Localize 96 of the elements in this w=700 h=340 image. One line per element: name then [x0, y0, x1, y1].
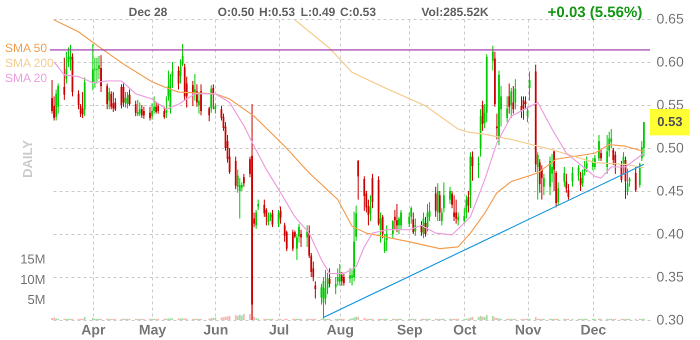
candlestick [572, 166, 574, 188]
candlestick [624, 156, 626, 200]
candlestick [594, 154, 596, 170]
y-tick-label: 0.60 [656, 54, 684, 70]
x-tick-label: Dec [580, 322, 606, 338]
candlestick [626, 168, 628, 196]
x-tick-label: Sep [396, 322, 423, 338]
candlestick [422, 212, 424, 239]
text: H:0.53 [258, 5, 296, 19]
text: O:0.50 [218, 5, 255, 19]
candlestick [272, 209, 274, 228]
text: Dec 28 [128, 5, 168, 19]
candlestick [426, 203, 428, 232]
y-tick-label: 0.40 [656, 226, 684, 242]
series-label: SMA 50 [5, 41, 48, 55]
series-label: SMA 20 [5, 71, 48, 85]
candlestick [255, 209, 258, 230]
candlestick [506, 96, 508, 123]
candlestick [592, 158, 594, 171]
candlestick [98, 55, 100, 80]
y2-tick-label: 15M [20, 251, 46, 266]
candlestick [478, 156, 480, 179]
candlestick [600, 149, 602, 162]
candlestick [496, 113, 498, 140]
y-tick-label: 0.50 [656, 140, 684, 156]
y-tick-label: 0.35 [656, 268, 684, 284]
x-tick-label: Jun [203, 322, 228, 338]
candlestick [292, 229, 294, 252]
candlestick [200, 84, 202, 116]
candlestick [242, 173, 245, 188]
x-tick-label: Apr [81, 322, 106, 338]
candlestick [342, 272, 345, 286]
candlestick [580, 172, 582, 192]
text: C:0.53 [340, 5, 376, 19]
annotation: +0.03 (5.56%) [548, 4, 642, 21]
candlestick [100, 54, 102, 93]
candlestick [198, 92, 200, 114]
candlestick [196, 84, 198, 108]
candlestick [300, 229, 302, 248]
candlestick [392, 220, 394, 239]
candlestick [349, 268, 351, 284]
x-tick-label: Jul [268, 322, 290, 338]
candlestick [370, 194, 372, 222]
candlestick [420, 220, 422, 236]
candlestick [522, 96, 524, 120]
candlestick [467, 190, 470, 213]
text: SMA 200 [5, 56, 54, 70]
candlestick [126, 92, 128, 109]
candlestick [400, 209, 402, 230]
candlestick [472, 150, 474, 182]
candlestick [424, 216, 426, 238]
candlestick [106, 83, 108, 110]
y-tick-label: 0.65 [656, 10, 684, 26]
candlestick [453, 194, 455, 222]
y-tick-label: 0.30 [656, 312, 684, 328]
candlestick [606, 134, 608, 174]
x-tick-label: Oct [453, 322, 477, 338]
candlestick [455, 199, 458, 224]
candlestick [328, 268, 330, 288]
candlestick [520, 96, 522, 118]
candlestick [380, 212, 382, 244]
text: L:0.49 [300, 5, 336, 19]
candlestick [92, 43, 94, 91]
line-series [53, 61, 644, 274]
candlestick [70, 44, 72, 72]
candlestick [124, 92, 126, 108]
candlestick [142, 106, 145, 120]
y2-tick-label: 10M [20, 272, 46, 287]
candlestick [306, 224, 308, 248]
annotation: 0.53 [657, 114, 683, 130]
y-tick-label: 0.45 [656, 182, 684, 198]
x-tick-label: Nov [514, 322, 542, 338]
candlestick [128, 89, 130, 106]
candlestick [598, 134, 600, 162]
x-tick-label: Aug [326, 322, 354, 338]
x-tick-label: May [138, 322, 166, 338]
candlestick [155, 102, 158, 114]
candlestick [267, 212, 270, 226]
candlestick [122, 83, 124, 108]
candlestick [192, 80, 194, 106]
candlestick [622, 152, 624, 174]
candlestick [149, 106, 151, 121]
candlestick [396, 203, 398, 233]
candlestick [526, 106, 528, 123]
candlestick [280, 206, 282, 224]
candlestick [542, 173, 545, 196]
y2-tick-label: 5M [27, 292, 46, 308]
candlestick [120, 84, 122, 109]
text: Vol:285.52K [421, 5, 489, 19]
candlestick [449, 186, 451, 204]
candlestick [492, 45, 494, 72]
candlestick [278, 209, 280, 228]
candlestick [178, 66, 180, 90]
line-series [53, 19, 644, 250]
candlestick [528, 70, 530, 102]
candlestick [578, 164, 580, 182]
